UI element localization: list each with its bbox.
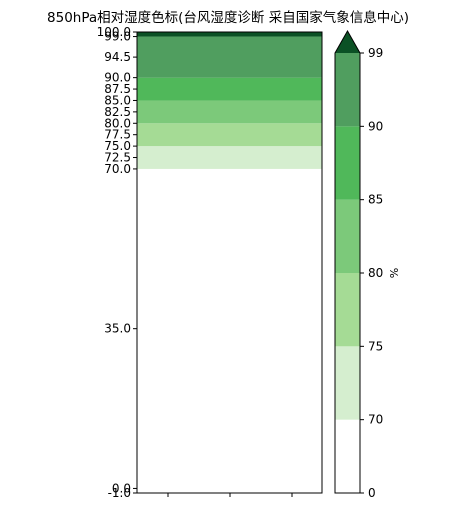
band-70-75 <box>137 146 322 169</box>
colorbar-segment-80-85 <box>335 200 360 273</box>
band-0-70 <box>137 169 322 489</box>
band-75-80 <box>137 123 322 146</box>
y-tick-label: 94.5 <box>104 50 131 64</box>
y-tick-label: 70.0 <box>104 162 131 176</box>
y-tick-label: 99.0 <box>104 30 131 44</box>
colorbar-segment-0-70 <box>335 420 360 493</box>
left-panel: 100.099.094.590.087.585.082.580.077.575.… <box>97 25 322 500</box>
colorbar-segment-90-99 <box>335 53 360 126</box>
colorbar-unit-label: % <box>387 268 400 278</box>
chart-title: 850hPa相对湿度色标(台风湿度诊断 采自国家气象信息中心) <box>47 9 409 26</box>
band-80-85 <box>137 100 322 123</box>
colorbar-tick-label: 90 <box>368 119 383 133</box>
band-85-90 <box>137 78 322 101</box>
colorbar-tick-label: 99 <box>368 46 383 60</box>
colorbar-tick-label: 75 <box>368 339 383 353</box>
colorbar-tick-label: 80 <box>368 266 383 280</box>
colorbar-segment-70-75 <box>335 346 360 419</box>
colorbar-tick-label: 0 <box>368 486 376 500</box>
colorbar: 99 90 85 80 75 70 0% <box>335 31 400 500</box>
colorbar-segment-85-90 <box>335 126 360 199</box>
colorbar-tick-label: 85 <box>368 193 383 207</box>
band-99-100 <box>137 32 322 37</box>
band-90-99 <box>137 37 322 78</box>
y-tick-label: 35.0 <box>104 322 131 336</box>
colorbar-extend-arrow <box>335 31 360 53</box>
y-tick-label: -1.0 <box>108 486 131 500</box>
colorbar-segment-75-80 <box>335 273 360 346</box>
colorbar-tick-label: 70 <box>368 413 383 427</box>
